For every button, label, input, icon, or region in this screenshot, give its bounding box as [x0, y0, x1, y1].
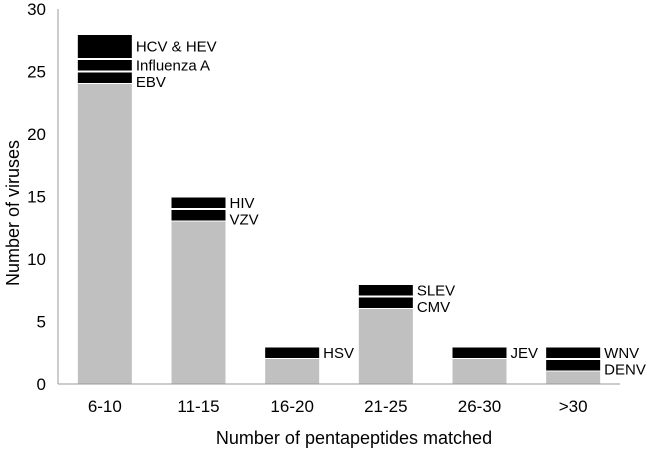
bar-highlight-segment	[77, 35, 132, 58]
bar-base-segment	[452, 359, 507, 384]
bar-highlight-segment	[452, 347, 507, 358]
y-tick-label: 15	[27, 188, 46, 207]
bar-highlight-segment	[265, 347, 320, 358]
x-axis-ticks: 6-10 11-15 16-20 21-25 26-30 >30	[88, 397, 588, 416]
bar-highlight-segment	[77, 72, 132, 83]
virus-label: EBV	[136, 74, 166, 91]
virus-label: VZV	[230, 211, 259, 228]
x-tick-label: >30	[559, 397, 588, 416]
bar-highlight-segment	[171, 210, 226, 221]
y-tick-label: 25	[27, 63, 46, 82]
bar-highlight-segment	[358, 297, 413, 308]
virus-label: CMV	[417, 299, 450, 316]
virus-label: JEV	[511, 345, 539, 362]
virus-label: WNV	[604, 345, 639, 362]
x-tick-label: 26-30	[458, 397, 501, 416]
bar-highlight-segment	[358, 285, 413, 296]
virus-label: DENV	[604, 361, 646, 378]
virus-label: HCV & HEV	[136, 39, 217, 56]
bar-highlight-segment	[546, 347, 601, 358]
virus-label: HSV	[323, 345, 354, 362]
y-tick-label: 5	[37, 313, 46, 332]
y-tick-label: 0	[37, 375, 46, 394]
x-tick-label: 11-15	[177, 397, 219, 416]
bar-highlight-segment	[171, 197, 226, 208]
y-tick-label: 20	[27, 125, 46, 144]
x-axis-title: Number of pentapeptides matched	[216, 428, 492, 448]
bar-base-segment	[171, 221, 226, 384]
bar-base-segment	[358, 309, 413, 384]
bars	[77, 35, 601, 384]
x-tick-label: 6-10	[88, 397, 122, 416]
bar-highlight-segment	[77, 60, 132, 71]
y-tick-label: 30	[27, 0, 46, 19]
y-tick-label: 10	[27, 250, 46, 269]
virus-label: SLEV	[417, 282, 455, 299]
bar-base-segment	[265, 359, 320, 384]
y-axis-ticks: 0 5 10 15 20 25 30	[27, 0, 46, 394]
y-axis-title: Number of viruses	[3, 140, 23, 286]
bar-highlight-segment	[546, 360, 601, 371]
x-tick-label: 21-25	[364, 397, 407, 416]
bar-base-segment	[546, 371, 601, 384]
x-tick-label: 16-20	[270, 397, 313, 416]
virus-label: Influenza A	[136, 57, 210, 74]
virus-label: HIV	[230, 195, 255, 212]
bar-base-segment	[77, 84, 132, 384]
